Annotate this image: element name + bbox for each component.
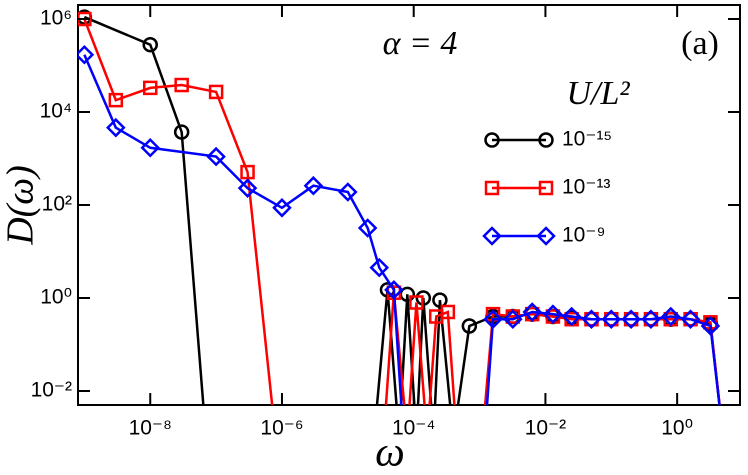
- data-point: [461, 318, 478, 334]
- y-tick-label: 10⁶: [40, 7, 72, 30]
- data-point: [208, 84, 224, 100]
- data-point: [108, 92, 124, 108]
- x-tick-label: 10⁻⁴: [392, 417, 435, 440]
- x-axis-label: ω: [375, 430, 405, 475]
- data-point: [477, 430, 493, 446]
- legend-marker: [484, 180, 500, 196]
- data-point: [206, 146, 226, 167]
- y-tick-label: 10⁴: [40, 100, 72, 123]
- data-point: [700, 316, 721, 336]
- x-tick-label: 10⁻⁸: [129, 417, 172, 440]
- data-point: [237, 178, 258, 198]
- legend-title: U/L²: [566, 75, 630, 112]
- legend-label: 10⁻⁹: [562, 224, 605, 247]
- data-point: [680, 309, 701, 329]
- chart-title: α = 4: [383, 25, 458, 62]
- data-point: [601, 309, 622, 329]
- data-point: [199, 431, 212, 444]
- data-point: [240, 164, 255, 180]
- data-point: [174, 77, 189, 93]
- legend-marker: [484, 132, 500, 148]
- legend-label: 10⁻¹⁵: [562, 128, 612, 151]
- y-tick-label: 10²: [42, 193, 72, 216]
- data-point: [106, 117, 126, 138]
- data-point: [173, 124, 190, 140]
- legend-label: 10⁻¹³: [562, 176, 610, 199]
- data-point: [503, 309, 523, 329]
- data-point: [447, 431, 460, 444]
- x-tick-label: 10⁻²: [525, 417, 566, 440]
- x-tick-label: 10⁰: [661, 417, 693, 440]
- plot-area: [78, 9, 731, 446]
- series-line: [83, 54, 721, 405]
- data-point: [476, 432, 488, 444]
- data-point: [303, 175, 324, 196]
- data-point: [338, 182, 358, 202]
- data-point: [483, 309, 503, 329]
- data-point: [369, 257, 390, 278]
- data-point: [661, 306, 681, 327]
- y-axis-label: D(ω): [0, 165, 42, 246]
- data-point: [384, 280, 404, 300]
- data-point: [409, 295, 424, 310]
- data-point: [142, 80, 158, 96]
- data-point: [140, 138, 161, 158]
- plot-frame: [77, 4, 741, 406]
- data-point: [581, 309, 602, 329]
- panel-label: (a): [681, 25, 719, 62]
- legend-marker: [482, 226, 502, 246]
- x-tick-label: 10⁻⁶: [260, 417, 303, 440]
- data-point: [451, 432, 463, 444]
- legend-marker: [536, 226, 556, 246]
- data-point: [717, 431, 730, 444]
- data-point: [715, 430, 731, 446]
- data-point: [357, 218, 378, 238]
- data-point: [78, 45, 95, 65]
- data-point: [641, 309, 661, 329]
- data-point: [543, 304, 563, 324]
- data-point: [432, 292, 448, 308]
- data-point: [142, 36, 158, 53]
- data-point: [561, 306, 582, 327]
- legend-marker: [538, 180, 554, 196]
- legend-marker: [538, 132, 554, 148]
- data-point: [522, 302, 542, 322]
- data-point: [717, 432, 729, 444]
- y-tick-label: 10⁰: [40, 286, 72, 309]
- data-point: [272, 198, 292, 218]
- data-point: [440, 304, 456, 320]
- data-point: [621, 309, 641, 329]
- y-tick-label: 10⁻²: [31, 379, 72, 402]
